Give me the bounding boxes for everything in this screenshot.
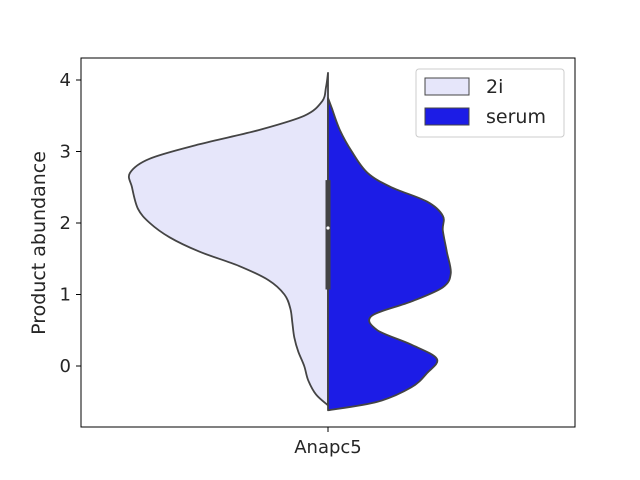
iqr-box (325, 180, 331, 290)
violin-half-2i (127, 72, 329, 407)
legend-label-serum: serum (486, 106, 546, 128)
y-tick-label: 1 (60, 285, 71, 306)
y-axis: 0 1 2 3 4 (60, 70, 81, 377)
legend: 2i serum (415, 68, 565, 138)
median-marker (326, 226, 330, 230)
legend-swatch-2i (424, 77, 470, 96)
legend-label-2i: 2i (486, 76, 503, 98)
inner-box (325, 180, 331, 290)
y-tick-label: 3 (60, 142, 71, 163)
violin-half-serum (327, 97, 452, 412)
y-tick-label: 4 (60, 70, 71, 91)
y-axis-label: Product abundance (28, 151, 50, 335)
violins (127, 72, 452, 412)
x-tick-label: Anapc5 (294, 437, 362, 458)
y-tick-label: 0 (60, 356, 71, 377)
y-tick-label: 2 (60, 213, 71, 234)
x-axis: Anapc5 (294, 427, 362, 458)
legend-swatch-serum (424, 107, 470, 126)
